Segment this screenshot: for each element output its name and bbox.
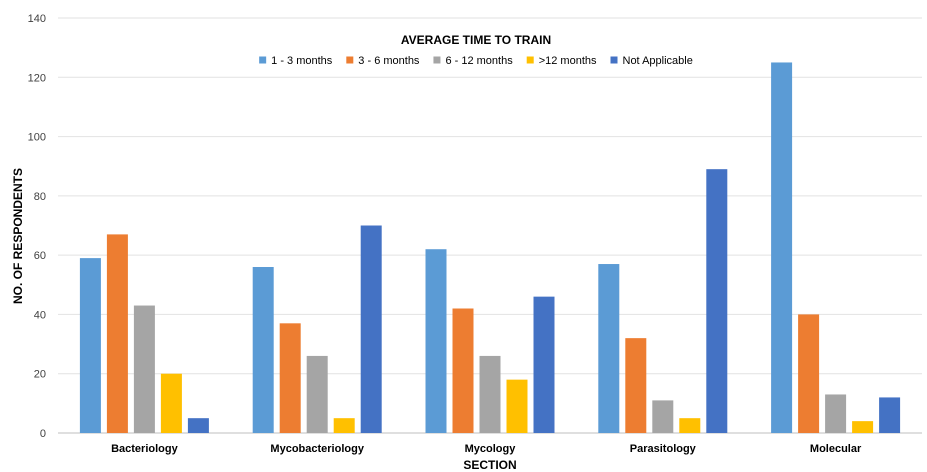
bar-mycobacteriology-series-1 [252, 267, 274, 433]
x-axis-title: SECTION [463, 458, 516, 472]
bar-molecular-series-2 [798, 314, 820, 433]
legend-label: 6 - 12 months [445, 55, 513, 67]
legend-swatch [526, 56, 534, 64]
x-category-label: Mycology [465, 443, 517, 455]
legend-swatch [259, 56, 267, 64]
bar-molecular-series-4 [852, 421, 874, 433]
bar-mycobacteriology-series-5 [360, 225, 382, 433]
bar-mycobacteriology-series-2 [279, 323, 301, 433]
y-axis-title: NO. OF RESPONDENTS [11, 168, 25, 304]
bar-mycology-series-5 [533, 296, 555, 433]
bar-molecular-series-1 [771, 62, 793, 433]
legend-label: Not Applicable [623, 55, 693, 67]
bar-parasitology-series-3 [652, 400, 674, 433]
legend-swatch [433, 56, 441, 64]
chart-title: AVERAGE TIME TO TRAIN [401, 33, 551, 47]
bar-bacteriology-series-1 [79, 258, 101, 433]
bar-parasitology-series-2 [625, 338, 647, 433]
x-category-label: Parasitology [630, 443, 697, 455]
y-tick-label: 80 [34, 191, 46, 203]
bar-mycology-series-2 [452, 308, 474, 433]
legend-label: >12 months [539, 55, 597, 67]
y-tick-label: 120 [28, 72, 46, 84]
bar-mycology-series-4 [506, 379, 528, 433]
bar-mycology-series-1 [425, 249, 447, 433]
legend: 1 - 3 months 3 - 6 months 6 - 12 months >12… [259, 55, 693, 67]
y-tick-label: 60 [34, 250, 46, 262]
bar-bacteriology-series-5 [187, 418, 209, 433]
x-category-label: Mycobacteriology [270, 443, 364, 455]
bar-mycobacteriology-series-4 [333, 418, 355, 433]
bar-parasitology-series-5 [706, 169, 728, 433]
y-tick-label: 0 [40, 428, 46, 440]
bar-parasitology-series-4 [679, 418, 701, 433]
bar-parasitology-series-1 [598, 264, 620, 433]
x-category-label: Molecular [810, 443, 862, 455]
legend-label: 3 - 6 months [358, 55, 420, 67]
bar-mycobacteriology-series-3 [306, 355, 328, 433]
bar-mycology-series-3 [479, 355, 501, 433]
y-tick-label: 100 [28, 132, 46, 144]
bar-molecular-series-3 [825, 394, 847, 433]
bar-molecular-series-5 [879, 397, 901, 433]
bar-bacteriology-series-3 [133, 305, 155, 433]
legend-swatch [610, 56, 618, 64]
legend-swatch [346, 56, 354, 64]
x-axis-categories: Bacteriology Mycobacteriology Mycology Para… [111, 443, 862, 455]
legend-label: 1 - 3 months [271, 55, 333, 67]
bar-bacteriology-series-2 [106, 234, 128, 433]
x-category-label: Bacteriology [111, 443, 179, 455]
y-tick-label: 20 [34, 369, 46, 381]
y-axis-ticks: 0 20 40 60 80 100 120 140 [28, 13, 46, 440]
bar-bacteriology-series-4 [160, 373, 182, 433]
gridlines [58, 17, 922, 434]
y-tick-label: 40 [34, 309, 46, 321]
y-tick-label: 140 [28, 13, 46, 25]
bars [79, 62, 901, 433]
